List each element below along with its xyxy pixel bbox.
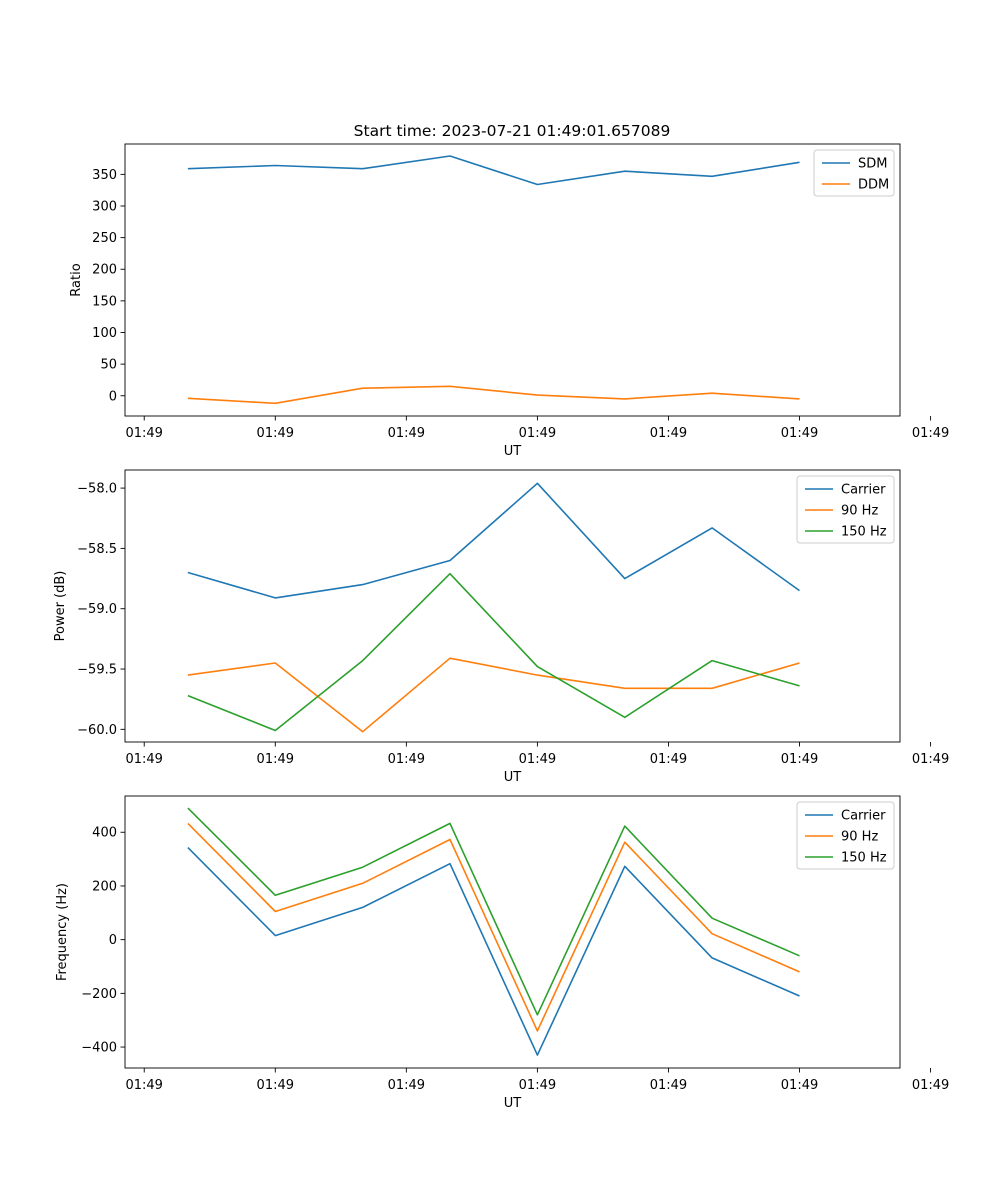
chart-panel-1: 0 50 100 150 200 250 300 350 01:49 01:49 01:49 01:4… (69, 143, 949, 459)
legend: SDM DDM (813, 149, 895, 197)
x-tick-label: 01:49 (388, 1078, 425, 1093)
y-axis-label: Ratio (69, 263, 84, 296)
legend: Carrier 90 Hz 150 Hz (796, 801, 895, 870)
x-tick-label: 01:49 (125, 1078, 162, 1093)
x-tick-label: 01:49 (781, 1078, 818, 1093)
x-tick-label: 01:49 (257, 1078, 294, 1093)
legend-label: Carrier (841, 809, 886, 824)
series-line-carrier (187, 482, 800, 599)
x-tick-label: 01:49 (912, 1078, 949, 1093)
x-tick-label: 01:49 (257, 752, 294, 767)
y-tick-label: 50 (100, 358, 117, 373)
legend-label: 150 Hz (841, 525, 887, 540)
legend: Carrier 90 Hz 150 Hz (796, 475, 895, 544)
chart-panel-2: −60.0 −59.5 −59.0 −58.5 −58.0 01:49 01:49 01:49… (53, 469, 949, 785)
legend-box (796, 801, 895, 870)
y-tick-label: −200 (81, 987, 117, 1002)
y-tick-label: 400 (92, 826, 117, 841)
series-line-sdm (187, 155, 800, 186)
x-tick-label: 01:49 (650, 752, 687, 767)
x-axis-label: UT (504, 444, 522, 459)
x-axis-label: UT (504, 770, 522, 785)
series-line-90-hz (187, 657, 800, 733)
series-line-150-hz (187, 807, 800, 1016)
series-line-90-hz (187, 822, 800, 1032)
legend-label: SDM (858, 157, 887, 172)
y-tick-label: −58.5 (77, 542, 117, 557)
legend-label: 90 Hz (841, 504, 878, 519)
y-tick-label: −60.0 (77, 723, 117, 738)
x-tick-label: 01:49 (650, 1078, 687, 1093)
x-tick-label: 01:49 (519, 752, 556, 767)
series-line-150-hz (187, 572, 800, 732)
x-tick-label: 01:49 (388, 426, 425, 441)
x-tick-label: 01:49 (125, 426, 162, 441)
chart-panel-3: −400 −200 0 200 400 01:49 01:49 01:49 01:49 01:49… (55, 795, 949, 1111)
y-tick-label: 250 (92, 231, 117, 246)
plot-area (124, 143, 901, 417)
y-tick-label: −59.0 (77, 602, 117, 617)
y-tick-label: 150 (92, 294, 117, 309)
y-tick-label: −58.0 (77, 482, 117, 497)
y-tick-label: −400 (81, 1041, 117, 1056)
legend-label: 90 Hz (841, 830, 878, 845)
x-tick-label: 01:49 (388, 752, 425, 767)
series-line-carrier (187, 847, 800, 1056)
x-axis-label: UT (504, 1096, 522, 1111)
x-tick-label: 01:49 (650, 426, 687, 441)
y-tick-label: 350 (92, 168, 117, 183)
y-tick-label: 200 (92, 263, 117, 278)
y-tick-label: 200 (92, 879, 117, 894)
legend-label: DDM (858, 178, 889, 193)
y-axis-label: Frequency (Hz) (55, 883, 70, 981)
x-tick-label: 01:49 (519, 426, 556, 441)
y-tick-label: 300 (92, 199, 117, 214)
x-tick-label: 01:49 (912, 426, 949, 441)
x-tick-label: 01:49 (257, 426, 294, 441)
plot-area (124, 469, 901, 743)
figure-title: Start time: 2023-07-21 01:49:01.657089 (354, 122, 671, 140)
y-tick-label: −59.5 (77, 663, 117, 678)
x-tick-label: 01:49 (125, 752, 162, 767)
x-tick-label: 01:49 (781, 426, 818, 441)
legend-box (796, 475, 895, 544)
x-tick-label: 01:49 (519, 1078, 556, 1093)
plot-area (124, 795, 901, 1069)
y-axis-label: Power (dB) (53, 571, 68, 642)
legend-label: 150 Hz (841, 851, 887, 866)
x-tick-label: 01:49 (781, 752, 818, 767)
legend-label: Carrier (841, 483, 886, 498)
y-tick-label: 0 (109, 389, 117, 404)
series-line-ddm (187, 385, 800, 405)
y-tick-label: 100 (92, 326, 117, 341)
y-tick-label: 0 (109, 933, 117, 948)
x-tick-label: 01:49 (912, 752, 949, 767)
